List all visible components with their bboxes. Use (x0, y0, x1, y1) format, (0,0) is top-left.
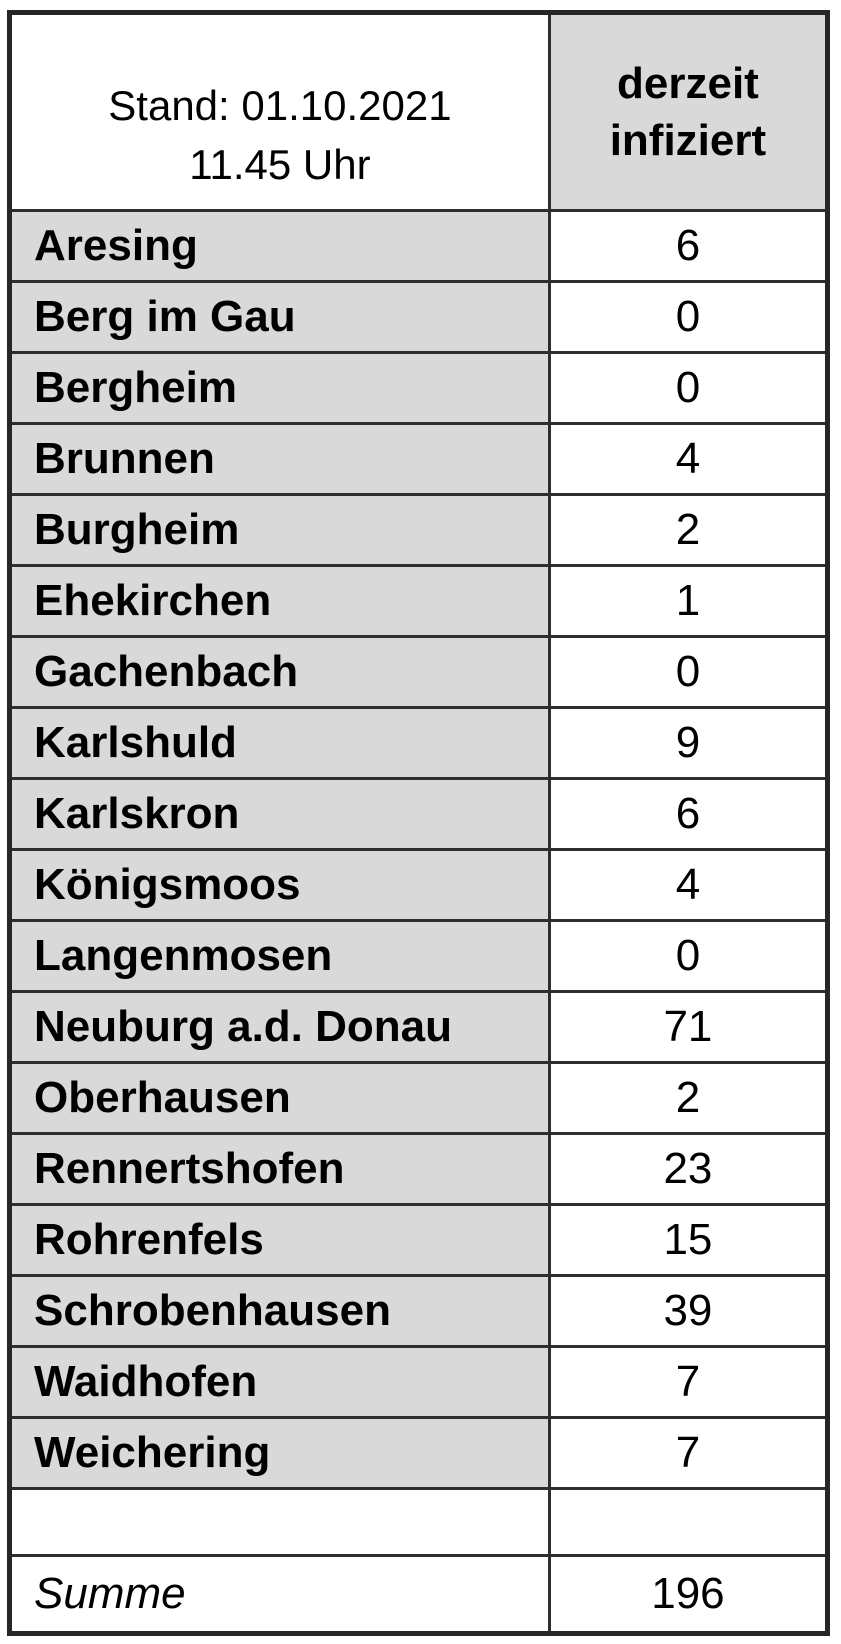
municipality-name: Langenmosen (8, 919, 551, 993)
table-row: Brunnen 4 (8, 422, 830, 496)
table-row: Ehekirchen 1 (8, 564, 830, 638)
infected-count: 0 (547, 280, 830, 354)
infected-count: 7 (547, 1416, 830, 1490)
municipality-name: Burgheim (8, 493, 551, 567)
infected-header-line1: derzeit (617, 58, 759, 108)
municipality-name: Karlskron (8, 777, 551, 851)
table-row: Waidhofen 7 (8, 1345, 830, 1419)
spacer-cell-left (8, 1487, 551, 1557)
table-row: Rennertshofen 23 (8, 1132, 830, 1206)
infected-column-header-cell: derzeit infiziert (547, 11, 830, 212)
municipality-name: Brunnen (8, 422, 551, 496)
table-row: Weichering 7 (8, 1416, 830, 1490)
municipality-name: Ehekirchen (8, 564, 551, 638)
infected-count: 0 (547, 919, 830, 993)
summary-label: Summe (8, 1554, 551, 1635)
municipality-name: Aresing (8, 209, 551, 283)
infected-count: 4 (547, 848, 830, 922)
infected-count: 15 (547, 1203, 830, 1277)
municipality-name: Oberhausen (8, 1061, 551, 1135)
infected-count: 0 (547, 635, 830, 709)
municipality-name: Waidhofen (8, 1345, 551, 1419)
infected-count: 39 (547, 1274, 830, 1348)
table-row: Langenmosen 0 (8, 919, 830, 993)
table-row: Burgheim 2 (8, 493, 830, 567)
stand-time: 11.45 Uhr (189, 141, 371, 189)
infected-count: 9 (547, 706, 830, 780)
table-row: Oberhausen 2 (8, 1061, 830, 1135)
infected-count: 6 (547, 777, 830, 851)
municipality-name: Berg im Gau (8, 280, 551, 354)
table-row: Karlskron 6 (8, 777, 830, 851)
table-row: Gachenbach 0 (8, 635, 830, 709)
municipality-name: Bergheim (8, 351, 551, 425)
table-row: Karlshuld 9 (8, 706, 830, 780)
table-row: Bergheim 0 (8, 351, 830, 425)
summary-row: Summe 196 (8, 1554, 830, 1635)
spacer-row (8, 1487, 830, 1557)
table-row: Königsmoos 4 (8, 848, 830, 922)
infection-table: Stand: 01.10.2021 11.45 Uhr derzeit infi… (7, 10, 830, 1636)
table-row: Rohrenfels 15 (8, 1203, 830, 1277)
infected-count: 0 (547, 351, 830, 425)
municipality-name: Karlshuld (8, 706, 551, 780)
municipality-name: Rohrenfels (8, 1203, 551, 1277)
municipality-name: Gachenbach (8, 635, 551, 709)
infection-table-container: Stand: 01.10.2021 11.45 Uhr derzeit infi… (7, 10, 830, 1636)
stand-header-cell: Stand: 01.10.2021 11.45 Uhr (8, 11, 551, 212)
infected-count: 4 (547, 422, 830, 496)
infected-count: 2 (547, 1061, 830, 1135)
municipality-name: Schrobenhausen (8, 1274, 551, 1348)
table-row: Schrobenhausen 39 (8, 1274, 830, 1348)
infected-count: 7 (547, 1345, 830, 1419)
table-row: Neuburg a.d. Donau 71 (8, 990, 830, 1064)
summary-value: 196 (547, 1554, 830, 1635)
municipality-name: Königsmoos (8, 848, 551, 922)
table-header-row: Stand: 01.10.2021 11.45 Uhr derzeit infi… (8, 11, 830, 212)
infected-count: 71 (547, 990, 830, 1064)
municipality-name: Neuburg a.d. Donau (8, 990, 551, 1064)
spacer-cell-right (547, 1487, 830, 1557)
infected-count: 1 (547, 564, 830, 638)
infected-count: 2 (547, 493, 830, 567)
municipality-name: Rennertshofen (8, 1132, 551, 1206)
table-row: Berg im Gau 0 (8, 280, 830, 354)
infected-count: 6 (547, 209, 830, 283)
infected-header-line2: infiziert (609, 116, 767, 165)
stand-date: Stand: 01.10.2021 (108, 81, 452, 129)
infected-count: 23 (547, 1132, 830, 1206)
table-row: Aresing 6 (8, 209, 830, 283)
municipality-name: Weichering (8, 1416, 551, 1490)
